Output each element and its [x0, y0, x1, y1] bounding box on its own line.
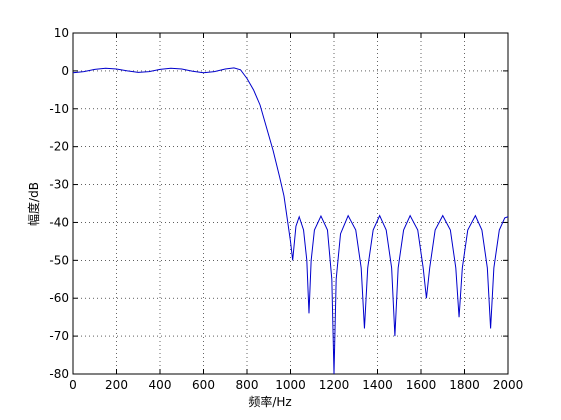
y-tick-label: -60 [49, 291, 69, 305]
y-tick-label: -80 [49, 367, 69, 381]
y-tick-label: 10 [54, 26, 69, 40]
x-tick-label: 2000 [493, 378, 524, 392]
y-tick-label: -70 [49, 329, 69, 343]
x-tick-label: 1200 [319, 378, 350, 392]
x-tick-label: 0 [69, 378, 77, 392]
plot-frame [72, 32, 509, 375]
y-tick-label: -30 [49, 178, 69, 192]
y-axis-label: 幅度/dB [26, 182, 41, 226]
x-tick-label: 1400 [362, 378, 393, 392]
x-tick-label: 200 [105, 378, 128, 392]
x-tick-label: 1800 [449, 378, 480, 392]
x-tick-label: 800 [236, 378, 259, 392]
data-line [72, 67, 509, 375]
y-tick-label: 0 [61, 64, 69, 78]
y-tick-label: -50 [49, 253, 69, 267]
y-tick-label: -10 [49, 102, 69, 116]
x-axis-label: 频率/Hz [248, 394, 291, 409]
y-tick-label: -40 [49, 215, 69, 229]
x-tick-label: 400 [149, 378, 172, 392]
y-tick-label: -20 [49, 140, 69, 154]
x-tick-label: 1600 [406, 378, 437, 392]
x-tick-label: 1000 [275, 378, 306, 392]
x-tick-label: 600 [192, 378, 215, 392]
